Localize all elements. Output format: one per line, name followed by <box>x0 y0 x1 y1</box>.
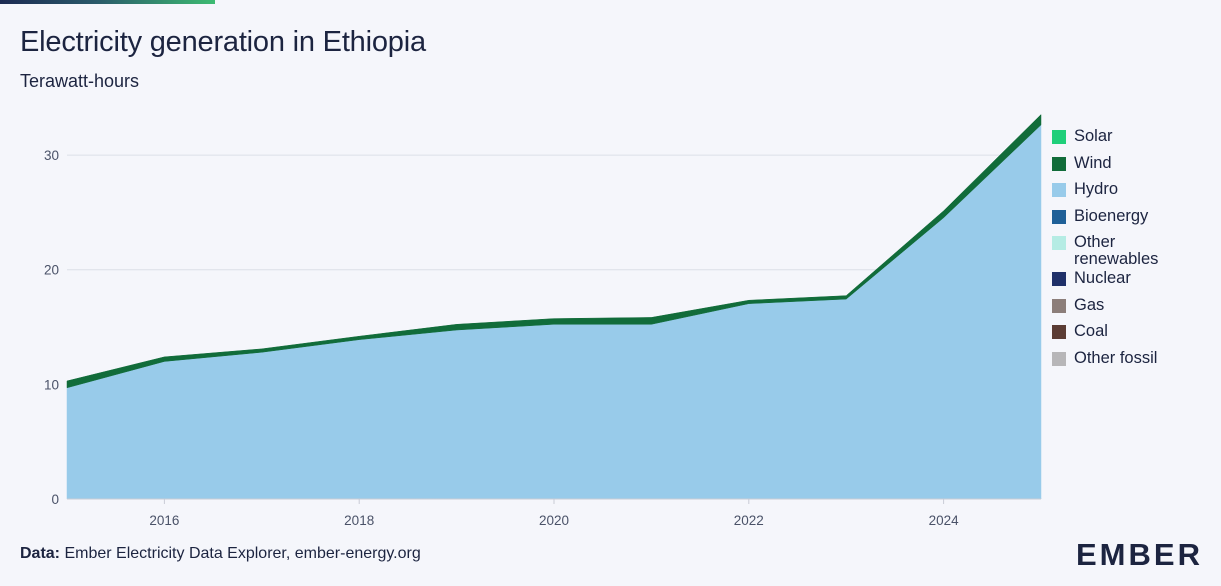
legend-swatch <box>1052 130 1066 144</box>
legend-label: Gas <box>1074 295 1105 314</box>
legend-label: Coal <box>1074 322 1108 340</box>
legend-label: Bioenergy <box>1074 206 1149 225</box>
legend-swatch <box>1052 351 1066 366</box>
legend-item: Bioenergy <box>1052 206 1217 235</box>
legend-item: Other fossil <box>1052 348 1217 377</box>
area-wind <box>66 113 1042 389</box>
legend-item: Solar <box>1052 128 1217 155</box>
legend-swatch <box>1052 298 1066 313</box>
ember-logo: EMBER <box>1076 537 1203 572</box>
legend-item: Coal <box>1052 323 1217 350</box>
legend-item: Other renewables <box>1052 234 1217 270</box>
area-hydro <box>66 124 1042 500</box>
top-accent-bar <box>0 0 215 4</box>
x-tick-label: 2024 <box>929 513 960 528</box>
chart-subtitle: Terawatt-hours <box>20 71 140 91</box>
legend-swatch <box>1052 183 1066 197</box>
legend-item: Nuclear <box>1052 270 1217 297</box>
y-tick-label: 30 <box>44 148 59 163</box>
chart-legend: Solar Wind Hydro Bioenergy Other renewables N… <box>1052 128 1217 376</box>
data-source-label: Data: <box>20 545 61 562</box>
legend-label: Nuclear <box>1074 269 1131 287</box>
legend-swatch <box>1052 209 1066 224</box>
x-tick-label: 2016 <box>149 513 179 528</box>
legend-item: Gas <box>1052 295 1217 324</box>
legend-swatch <box>1052 325 1066 339</box>
legend-swatch <box>1052 272 1066 286</box>
x-tick-label: 2018 <box>344 513 374 528</box>
legend-label: Solar <box>1074 127 1113 145</box>
legend-item: Hydro <box>1052 181 1217 208</box>
y-tick-label: 0 <box>51 492 59 507</box>
legend-label: Hydro <box>1074 180 1119 198</box>
legend-label: Other fossil <box>1074 348 1158 367</box>
legend-swatch <box>1052 236 1066 250</box>
x-tick-label: 2022 <box>734 513 764 528</box>
data-source: Data: Ember Electricity Data Explorer, e… <box>20 545 421 563</box>
legend-item: Wind <box>1052 153 1217 182</box>
chart-title: Electricity generation in Ethiopia <box>20 26 426 58</box>
y-tick-label: 10 <box>44 377 59 392</box>
legend-label: Other renewables <box>1074 233 1159 268</box>
data-source-text: Ember Electricity Data Explorer, ember-e… <box>64 545 421 562</box>
legend-swatch <box>1052 156 1066 171</box>
legend-label: Wind <box>1074 153 1112 172</box>
x-tick-label: 2020 <box>539 513 569 528</box>
y-tick-label: 20 <box>44 263 59 278</box>
